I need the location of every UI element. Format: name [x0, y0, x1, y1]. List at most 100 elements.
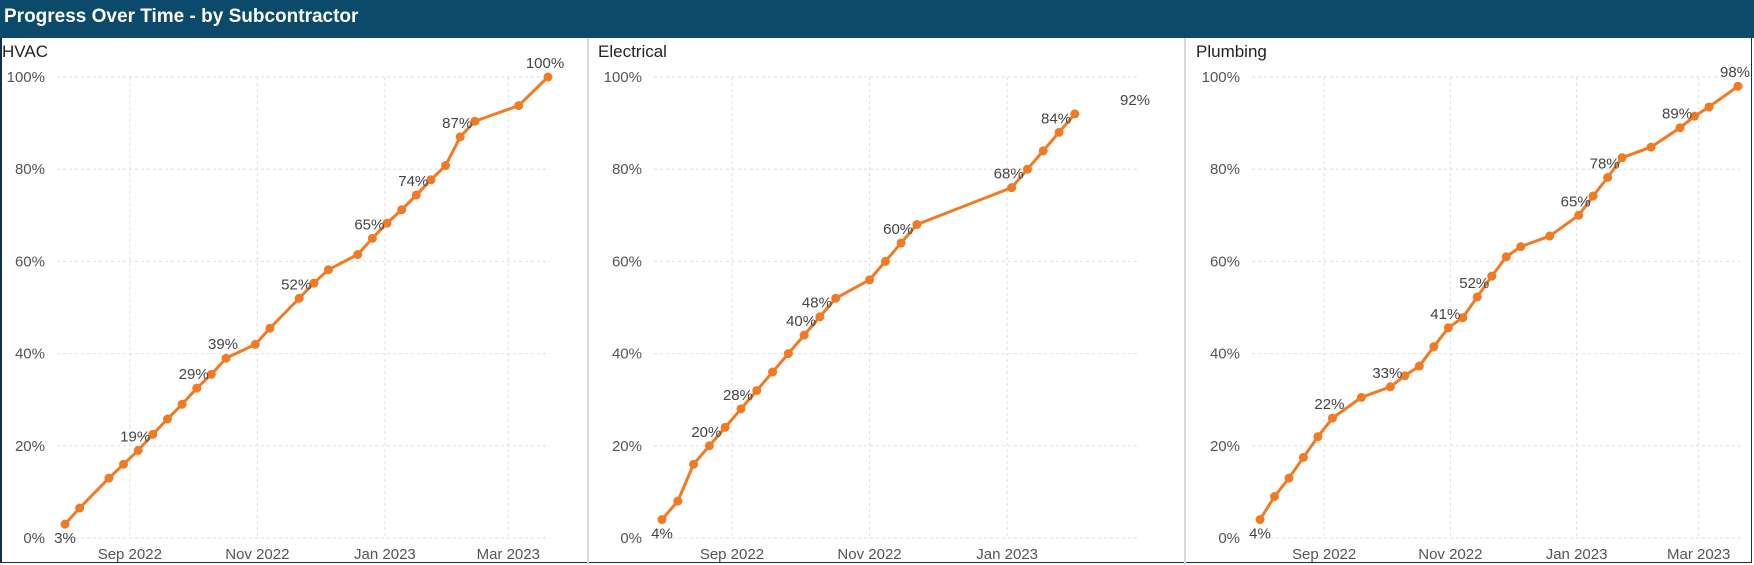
x-tick-label: Sep 2022 — [1292, 546, 1356, 563]
data-point — [1458, 313, 1468, 323]
data-label: 19% — [120, 428, 150, 445]
data-label: 100% — [526, 55, 564, 72]
data-point — [1356, 392, 1366, 402]
y-tick-label: 60% — [612, 253, 642, 270]
data-point — [162, 414, 172, 424]
data-point — [1038, 146, 1048, 156]
data-point — [1675, 123, 1685, 133]
data-point — [294, 293, 304, 303]
data-label: 4% — [651, 526, 673, 543]
y-tick-label: 60% — [15, 253, 45, 270]
data-point — [1574, 210, 1584, 220]
data-label: 41% — [1430, 306, 1460, 323]
y-tick-label: 80% — [15, 161, 45, 178]
data-point — [309, 278, 319, 288]
x-tick-label: Sep 2022 — [98, 546, 162, 563]
data-point — [1414, 361, 1424, 371]
y-tick-label: 0% — [620, 530, 642, 547]
y-tick-label: 20% — [15, 438, 45, 455]
data-point — [1704, 102, 1714, 112]
y-tick-label: 40% — [612, 346, 642, 363]
data-point — [206, 369, 216, 379]
data-point — [353, 249, 363, 259]
data-label: 52% — [1459, 275, 1489, 292]
data-label: 87% — [442, 115, 472, 132]
data-label: 65% — [1561, 193, 1591, 210]
data-label: 84% — [1041, 110, 1071, 127]
data-point — [1022, 164, 1032, 174]
data-point — [783, 349, 793, 359]
panel-title: Electrical — [598, 42, 667, 61]
data-point — [1545, 231, 1555, 241]
data-label: 74% — [398, 173, 428, 190]
y-tick-label: 0% — [23, 530, 45, 547]
data-point — [736, 404, 746, 414]
panel-divider — [1184, 38, 1186, 565]
data-label: 68% — [994, 166, 1024, 183]
data-point — [1472, 292, 1482, 302]
data-point — [1487, 271, 1497, 281]
data-point — [1255, 515, 1265, 525]
data-label: 65% — [354, 216, 384, 233]
data-label: 3% — [54, 530, 76, 547]
data-point — [912, 220, 922, 230]
data-point — [543, 72, 553, 82]
data-point — [1298, 452, 1308, 462]
data-point — [265, 323, 275, 333]
data-point — [397, 205, 407, 215]
data-point — [441, 161, 451, 171]
y-tick-label: 60% — [1210, 253, 1240, 270]
data-point — [367, 233, 377, 243]
panel-title: Plumbing — [1196, 42, 1267, 61]
data-label: 29% — [179, 366, 209, 383]
y-tick-label: 80% — [1210, 161, 1240, 178]
panel-divider — [587, 38, 589, 565]
x-tick-label: Mar 2023 — [477, 546, 540, 563]
y-tick-label: 0% — [1218, 530, 1240, 547]
data-point — [1070, 109, 1080, 119]
data-point — [1007, 183, 1017, 193]
data-label: 78% — [1590, 155, 1620, 172]
panel-title: HVAC — [2, 42, 48, 61]
data-point — [177, 399, 187, 409]
x-tick-label: Nov 2022 — [837, 546, 901, 563]
data-label: 98% — [1720, 64, 1750, 81]
data-label: 40% — [786, 313, 816, 330]
data-point — [1385, 382, 1395, 392]
data-point — [815, 312, 825, 322]
data-point — [1617, 153, 1627, 163]
y-tick-label: 20% — [612, 438, 642, 455]
x-tick-label: Nov 2022 — [1418, 546, 1482, 563]
data-point — [1269, 492, 1279, 502]
x-tick-label: Sep 2022 — [700, 546, 764, 563]
x-tick-label: Jan 2023 — [354, 546, 416, 563]
data-point — [1646, 142, 1656, 152]
data-point — [1588, 191, 1598, 201]
data-point — [221, 353, 231, 363]
data-point — [470, 116, 480, 126]
data-point — [148, 429, 158, 439]
data-point — [831, 293, 841, 303]
data-label: 33% — [1372, 365, 1402, 382]
data-point — [1516, 242, 1526, 252]
data-label: 28% — [723, 387, 753, 404]
y-tick-label: 20% — [1210, 438, 1240, 455]
data-point — [119, 459, 129, 469]
data-label: 20% — [691, 424, 721, 441]
data-point — [1429, 342, 1439, 352]
data-point — [1327, 413, 1337, 423]
data-point — [75, 503, 85, 513]
data-point — [382, 218, 392, 228]
y-tick-label: 80% — [612, 161, 642, 178]
data-point — [133, 445, 143, 455]
data-point — [799, 330, 809, 340]
data-point — [1733, 81, 1743, 91]
data-point — [60, 519, 70, 529]
data-point — [704, 441, 714, 451]
x-tick-label: Jan 2023 — [976, 546, 1038, 563]
x-tick-label: Jan 2023 — [1546, 546, 1608, 563]
data-label: 52% — [281, 276, 311, 293]
y-tick-label: 100% — [1202, 69, 1240, 86]
data-point — [1400, 371, 1410, 381]
